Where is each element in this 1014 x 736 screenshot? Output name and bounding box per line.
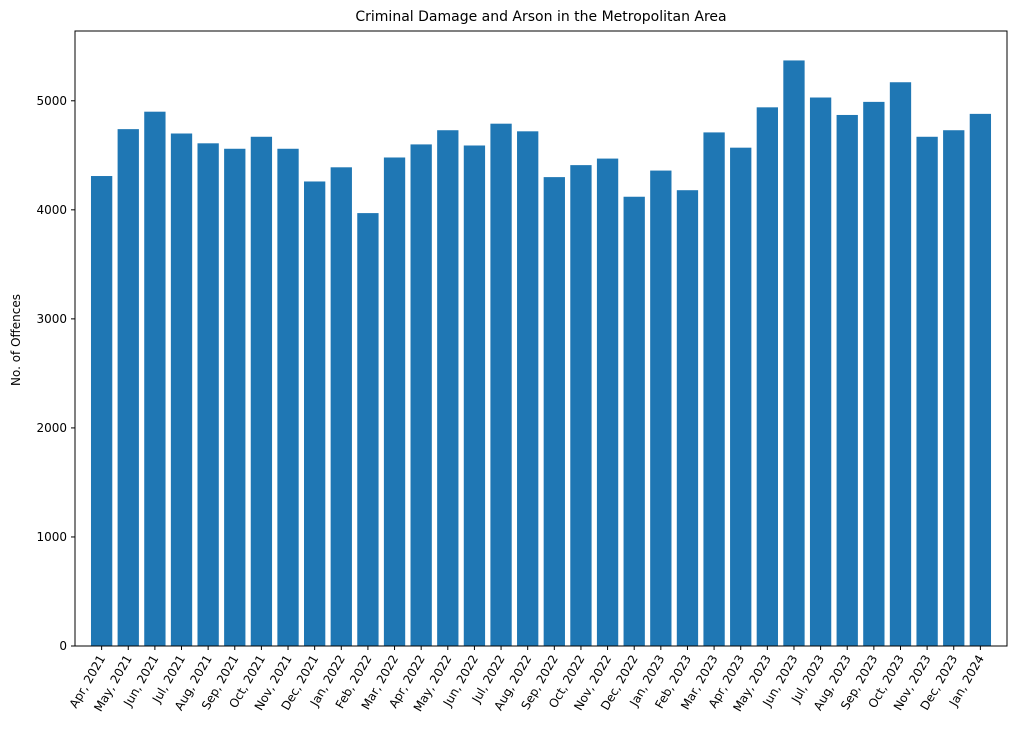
bar-feb-2023 [676, 190, 699, 646]
bar-dec-2022 [623, 196, 645, 646]
bar-mar-2023 [703, 132, 725, 647]
bar-jul-2021 [170, 133, 193, 646]
bar-sep-2022 [543, 177, 565, 647]
bar-nov-2021 [277, 148, 299, 646]
plot-frame [74, 30, 1008, 647]
chart-title: Criminal Damage and Arson in the Metropo… [355, 9, 726, 25]
bar-jan-2024 [969, 113, 992, 647]
bar-oct-2023 [889, 82, 912, 646]
bar-jan-2022 [330, 167, 352, 646]
y-axis-label: No. of Offences [9, 294, 23, 386]
bar-aug-2023 [836, 114, 858, 646]
y-tick-label: 2000 [36, 421, 67, 435]
bars-group [90, 60, 992, 647]
bar-jun-2023 [783, 60, 805, 647]
bar-sep-2021 [224, 148, 246, 646]
bar-nov-2022 [596, 158, 619, 647]
y-tick-label: 1000 [36, 530, 67, 544]
bar-jul-2023 [809, 97, 832, 646]
bar-feb-2022 [357, 213, 379, 646]
bar-aug-2022 [517, 131, 539, 646]
bar-mar-2022 [383, 157, 406, 646]
bar-dec-2023 [943, 130, 965, 646]
bar-nov-2023 [916, 136, 938, 646]
bar-may-2021 [117, 129, 139, 646]
y-axis: 0 1000 2000 3000 4000 5000 [36, 94, 75, 653]
bar-oct-2022 [570, 165, 592, 646]
bar-apr-2023 [730, 147, 752, 646]
bar-apr-2022 [410, 144, 432, 647]
bar-dec-2021 [304, 181, 326, 646]
y-tick-label: 4000 [36, 203, 67, 217]
bar-oct-2021 [250, 136, 273, 646]
bar-jan-2023 [650, 170, 672, 646]
bar-aug-2021 [197, 143, 219, 646]
bar-apr-2021 [90, 176, 113, 646]
y-tick-label: 0 [59, 639, 67, 653]
y-tick-label: 3000 [36, 312, 67, 326]
bar-jun-2022 [463, 145, 486, 646]
bar-sep-2023 [863, 101, 885, 646]
bar-jul-2022 [490, 123, 512, 647]
y-tick-label: 5000 [36, 94, 67, 108]
bar-may-2023 [756, 107, 778, 647]
bar-may-2022 [437, 130, 459, 646]
bar-jun-2021 [144, 111, 166, 647]
